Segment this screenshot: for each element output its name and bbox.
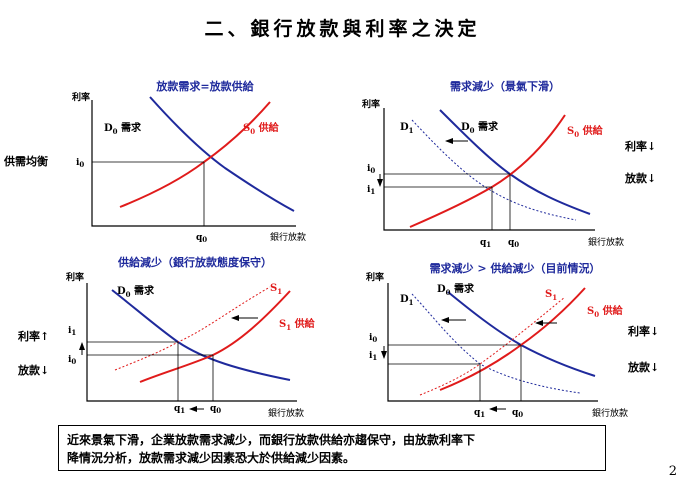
supply-curve-s1	[419, 296, 566, 396]
summary-line-1: 近來景氣下滑，企業放款需求減少，而銀行放款供給亦趨保守，由放款利率下	[67, 433, 476, 447]
quantity-label-q1: q1	[480, 238, 491, 249]
x-axis-label: 銀行放款	[592, 407, 628, 419]
slide-title: 二、銀行放款與利率之決定	[204, 18, 481, 40]
panel-title: 需求減少（景氣下滑）	[450, 79, 560, 93]
x-axis-label: 銀行放款	[270, 231, 306, 243]
y-axis-label: 利率	[365, 271, 384, 283]
axes	[387, 283, 598, 402]
side-note-loans: 放款↓	[17, 363, 49, 377]
rate-label-i1: i1	[367, 185, 375, 196]
side-note-rate: 利率↓	[625, 139, 656, 153]
axes	[86, 283, 297, 402]
rate-label-i1: i1	[369, 351, 377, 362]
demand-label: D0 需求	[117, 284, 155, 299]
axes	[383, 108, 595, 231]
rate-label-i0: i0	[367, 164, 375, 175]
supply-curve-s0	[119, 101, 271, 208]
demand-label: D0 需求	[437, 282, 475, 297]
shifted-demand-label: D1	[400, 294, 414, 307]
summary-box: 近來景氣下滑，企業放款需求減少，而銀行放款供給亦趨保守，由放款利率下 降情況分析…	[58, 425, 606, 471]
quantity-label-q0: q0	[210, 404, 221, 415]
side-note-loans: 放款↓	[627, 360, 659, 374]
page-number: 2	[668, 464, 677, 479]
supply-label: S0 供給	[567, 124, 604, 139]
side-note-rate: 利率↓	[628, 324, 659, 338]
quantity-label-q0: q0	[508, 238, 519, 249]
supply-curve-s0	[409, 114, 566, 228]
supply-label: S0 供給	[243, 121, 280, 136]
demand-curve-d1	[411, 119, 577, 221]
demand-curve-d0	[149, 96, 295, 212]
y-axis-label: 利率	[71, 91, 90, 103]
panel-title: 需求減少 > 供給減少（目前情況）	[430, 261, 601, 275]
demand-curve-d0	[447, 291, 596, 377]
demand-label: D0 需求	[461, 120, 499, 135]
demand-curve-d0	[111, 289, 291, 381]
supply-curve-s1	[139, 290, 291, 383]
supply-label: S0 供給	[587, 304, 624, 319]
panel-supply-decrease: 供給減少（銀行放款態度保守） 利率 銀行放款 D0 需求 S1 S1 供給 i1…	[17, 255, 316, 419]
rate-label-i0: i0	[68, 355, 76, 366]
shifted-demand-label: D1	[400, 122, 414, 135]
y-axis-label: 利率	[65, 271, 84, 283]
shifted-supply-label: S1	[545, 289, 557, 302]
rate-label-i0: i0	[76, 158, 84, 169]
supply-curve-s1-shifted	[114, 286, 271, 371]
x-axis-label: 銀行放款	[588, 236, 624, 248]
quantity-label-q1: q1	[174, 404, 185, 415]
demand-curve-d1	[411, 293, 581, 394]
y-axis-label: 利率	[361, 98, 380, 110]
shifted-supply-label: S1	[270, 283, 282, 296]
panel-title: 放款需求=放款供給	[155, 79, 254, 93]
summary-line-2: 降情況分析，放款需求減少因素恐大於供給減少因素。	[67, 451, 356, 465]
quantity-label-q1: q1	[474, 408, 485, 419]
demand-label: D0 需求	[104, 121, 142, 136]
panel-current-situation: 需求減少 > 供給減少（目前情況） 利率 銀行放款 D1 D0 需求 S1 S0…	[365, 261, 659, 419]
panel-demand-decrease: 需求減少（景氣下滑） 利率 銀行放款 D1 D0 需求 S0 供給 i0 i1 …	[361, 79, 656, 249]
side-note-equilibrium: 供需均衡	[3, 154, 48, 168]
side-note-loans: 放款↓	[624, 171, 656, 185]
rate-label-i1: i1	[68, 326, 76, 337]
panel-title: 供給減少（銀行放款態度保守）	[117, 255, 272, 269]
rate-label-i0: i0	[369, 333, 377, 344]
side-note-rate: 利率↑	[18, 329, 49, 343]
x-axis-label: 銀行放款	[268, 407, 304, 419]
quantity-label-q0: q0	[196, 233, 207, 244]
quantity-label-q0: q0	[512, 408, 523, 419]
axes	[91, 100, 296, 227]
panel-equilibrium: 放款需求=放款供給 利率 銀行放款 D0 需求 S0 供給 i0 q0 供需均衡	[3, 79, 306, 244]
supply-label: S1 供給	[279, 317, 316, 332]
